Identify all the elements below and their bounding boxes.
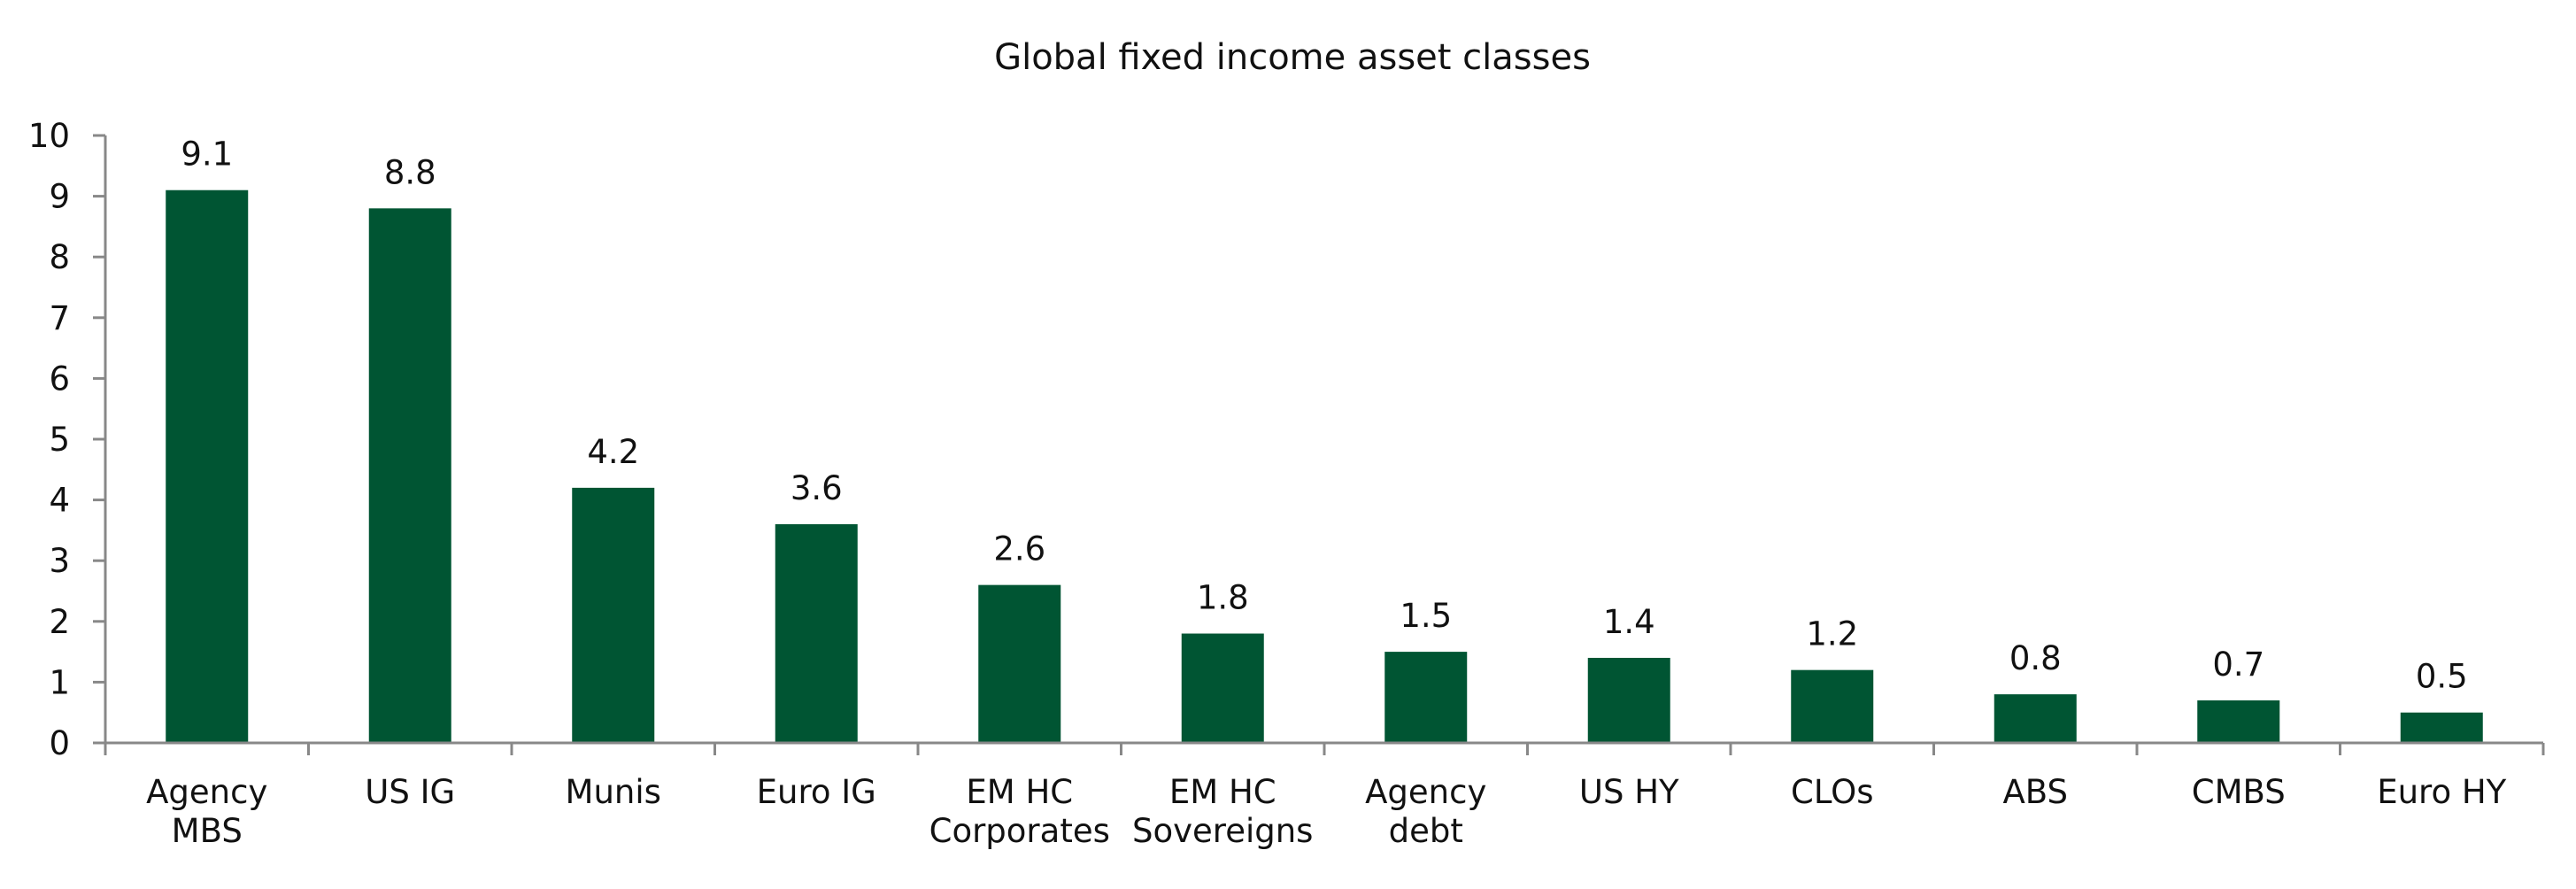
data-label: 8.8 [384,153,436,191]
bar [1994,694,2077,743]
x-tick-label-line: Sovereigns [1132,812,1313,850]
y-axis: 0 1 2 3 4 5 6 7 8 9 10 [28,117,107,762]
data-label: 9.1 [181,135,233,174]
x-tick-label: Agency MBS [146,773,267,850]
bar [2400,712,2483,743]
y-tick-label: 2 [49,603,70,641]
x-tick-label: US HY [1579,773,1679,811]
bar [1791,669,1874,743]
x-tick-label-line: Euro HY [2377,773,2506,811]
y-tick-label: 3 [49,542,70,580]
x-tick-label: US IG [365,773,455,811]
x-tick-label: ABS [2002,773,2068,811]
x-tick-label-line: Agency [1365,773,1486,811]
bar [1587,657,1670,743]
bar [978,584,1061,743]
y-tick-label: 5 [49,421,70,459]
data-label: 1.4 [1603,603,1655,641]
x-tick-label-line: CMBS [2192,773,2286,811]
data-label: 4.2 [587,433,639,471]
bar [2197,700,2280,743]
x-tick-label-line: CLOs [1791,773,1874,811]
x-tick-label: CMBS [2192,773,2286,811]
x-tick-label: CLOs [1791,773,1874,811]
data-label: 0.8 [2009,639,2062,677]
data-label: 1.5 [1400,597,1452,635]
x-tick-label: Euro HY [2377,773,2506,811]
data-label: 1.8 [1197,579,1249,617]
bar [1181,633,1264,743]
y-tick-label: 8 [49,238,70,276]
data-label: 0.5 [2416,658,2468,696]
data-label: 1.2 [1806,615,1858,653]
x-tick-label-line: US HY [1579,773,1679,811]
bar [166,189,249,744]
y-tick-label: 9 [49,178,70,216]
x-tick-label: Agency debt [1365,773,1486,850]
y-tick-label: 4 [49,482,70,520]
x-tick-label-line: ABS [2002,773,2068,811]
bar [368,208,451,743]
chart-title: Global fixed income asset classes [994,37,1591,78]
y-tick-label: 1 [49,663,70,701]
bar [572,487,655,743]
x-tick-label: EM HC Corporates [929,773,1110,850]
x-tick-label: Munis [566,773,661,811]
x-tick-label: Euro IG [757,773,876,811]
x-tick-label: EM HC Sovereigns [1132,773,1313,850]
y-tick-label: 7 [49,299,70,337]
x-tick-label-line: EM HC [1169,773,1276,811]
bars: 9.1 8.8 4.2 3.6 2.6 1.8 1.5 1.4 1.2 0.8 0.7 0.5 [166,135,2483,744]
x-tick-label-line: EM HC [966,773,1073,811]
x-tick-label-line: Euro IG [757,773,876,811]
y-tick-label: 0 [49,724,70,762]
x-tick-label-line: Munis [566,773,661,811]
data-label: 3.6 [791,469,843,507]
x-tick-label-line: debt [1389,812,1463,850]
y-tick-label: 6 [49,359,70,398]
y-tick-label: 10 [28,117,70,155]
x-tick-label-line: MBS [172,812,243,850]
x-tick-label-line: Corporates [929,812,1110,850]
data-label: 0.7 [2212,645,2264,684]
bar [1384,652,1468,743]
bar [775,524,858,743]
data-label: 2.6 [993,530,1045,568]
x-tick-label-line: Agency [146,773,267,811]
x-tick-label-line: US IG [365,773,455,811]
